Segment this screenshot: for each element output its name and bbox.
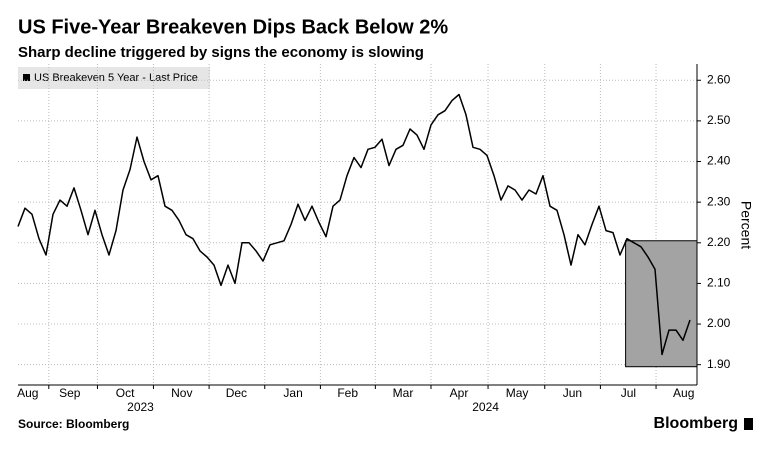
legend-label: US Breakeven 5 Year - Last Price — [34, 72, 198, 84]
legend-box — [18, 67, 210, 89]
brand-icon — [744, 418, 753, 430]
year-label: 2023 — [127, 400, 154, 414]
x-tick-label: Dec — [226, 386, 247, 400]
x-tick-label: Sep — [59, 386, 81, 400]
year-label: 2024 — [472, 400, 499, 414]
y-axis-label: Percent — [738, 201, 754, 249]
x-tick-label: Jul — [621, 386, 636, 400]
chart-title: US Five-Year Breakeven Dips Back Below 2… — [18, 16, 448, 38]
y-tick-label: 2.30 — [707, 194, 731, 208]
y-tick-label: 2.50 — [707, 113, 731, 127]
source: Source: Bloomberg — [18, 417, 129, 431]
y-tick-label: 2.20 — [707, 235, 731, 249]
y-tick-label: 2.40 — [707, 154, 731, 168]
y-tick-label: 2.00 — [707, 316, 731, 330]
x-tick-label: Mar — [393, 386, 414, 400]
y-tick-label: 2.10 — [707, 276, 731, 290]
x-tick-label: Nov — [171, 386, 192, 400]
x-tick-label: Aug — [17, 386, 38, 400]
x-tick-label: Feb — [337, 386, 358, 400]
x-tick-label: Jan — [283, 386, 302, 400]
brand: Bloomberg — [654, 415, 738, 432]
chart-subtitle: Sharp decline triggered by signs the eco… — [18, 44, 424, 61]
y-tick-label: 1.90 — [707, 357, 731, 371]
x-tick-label: May — [506, 386, 529, 400]
x-tick-label: Oct — [116, 386, 135, 400]
x-tick-label: Apr — [450, 386, 469, 400]
legend-swatch — [23, 74, 30, 81]
x-tick-label: Jun — [563, 386, 582, 400]
data-line — [17, 93, 691, 356]
x-tick-label: Aug — [673, 386, 694, 400]
y-tick-label: 2.60 — [707, 72, 731, 86]
